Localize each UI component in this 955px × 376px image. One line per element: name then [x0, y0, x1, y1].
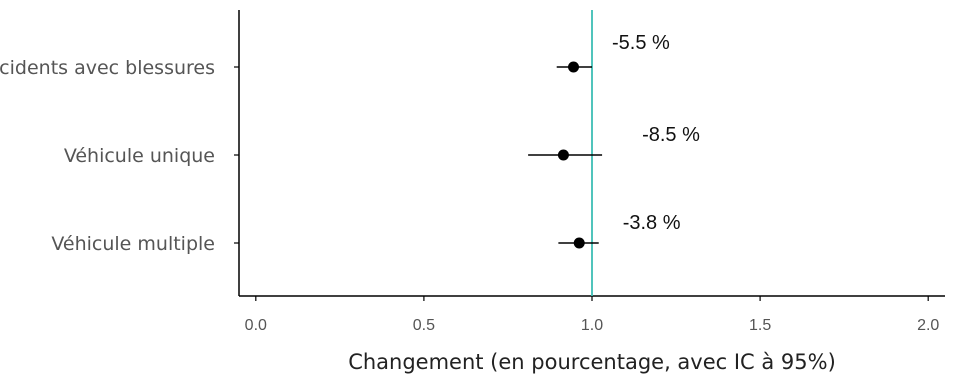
x-axis-title: Changement (en pourcentage, avec IC à 95… — [348, 350, 836, 374]
data-marks: -5.5 % -8.5 % -3.8 % — [528, 32, 700, 249]
x-tick-label: 0.0 — [245, 317, 267, 334]
x-tick-label: 1.0 — [581, 317, 603, 334]
data-label: -3.8 % — [623, 212, 681, 234]
point-estimate — [573, 237, 585, 249]
x-tick-label: 0.5 — [413, 317, 435, 334]
data-label: -5.5 % — [612, 32, 670, 54]
y-tick-label: Véhicule multiple — [51, 233, 215, 255]
y-tick-label: Accidents avec blessures — [0, 57, 215, 79]
point-estimate — [568, 61, 580, 73]
x-tick-label: 1.5 — [749, 317, 771, 334]
y-ticks: Accidents avec blessures Véhicule unique V… — [0, 57, 239, 255]
data-label: -8.5 % — [642, 124, 700, 146]
x-ticks: 0.0 0.5 1.0 1.5 2.0 — [245, 296, 939, 334]
x-tick-label: 2.0 — [917, 317, 939, 334]
point-estimate — [557, 149, 569, 161]
y-tick-label: Véhicule unique — [64, 145, 215, 167]
